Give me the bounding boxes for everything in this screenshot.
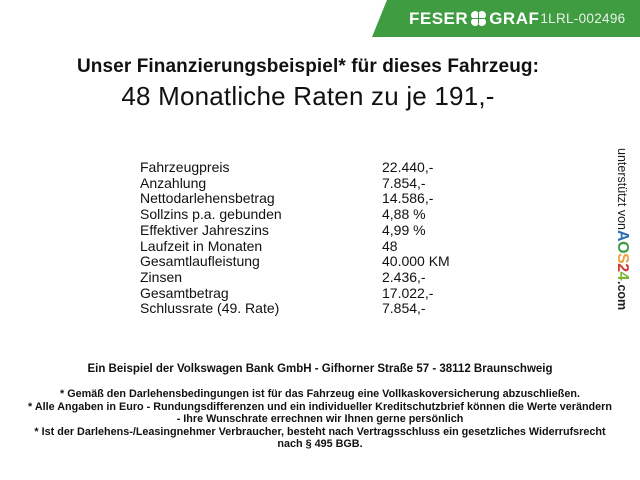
row-label: Anzahlung	[140, 174, 207, 191]
table-row: Gesamtbetrag 17.022,-	[140, 284, 450, 302]
row-value: 2.436,-	[382, 268, 426, 285]
disclaimer-block: * Gemäß den Darlehensbedingungen ist für…	[0, 388, 640, 451]
row-value: 4,99 %	[382, 221, 426, 238]
row-label: Nettodarlehensbetrag	[140, 190, 275, 207]
row-value: 22.440,-	[382, 159, 434, 175]
row-label: Sollzins p.a. gebunden	[140, 206, 282, 223]
row-label: Schlussrate (49. Rate)	[140, 300, 280, 317]
aos24-logo-letter: 4	[614, 271, 631, 280]
table-row: Schlussrate (49. Rate) 7.854,-	[140, 301, 450, 317]
dealer-logo: FESER GRAF	[409, 10, 539, 27]
table-row: Gesamtlaufleistung 40.000 KM	[140, 254, 450, 270]
table-row: Anzahlung 7.854,-	[140, 174, 450, 192]
row-label: Laufzeit in Monaten	[140, 237, 263, 254]
table-row: Effektiver Jahreszins 4,99 %	[140, 221, 450, 239]
row-label: Zinsen	[140, 268, 183, 285]
headline: Unser Finanzierungsbeispiel* für dieses …	[0, 56, 616, 112]
disclaimer-line: * Gemäß den Darlehensbedingungen ist für…	[60, 388, 580, 400]
dealer-logo-right: GRAF	[489, 9, 540, 28]
row-value: 7.854,-	[382, 300, 426, 317]
aos24-logo-letter: 2	[614, 263, 631, 272]
row-value: 4,88 %	[382, 206, 426, 223]
table-row: Fahrzeugpreis 22.440,-	[140, 159, 450, 176]
bank-info-line: Ein Beispiel der Volkswagen Bank GmbH - …	[87, 363, 553, 375]
aos24-domain-suffix: .com	[615, 281, 629, 311]
row-value: 48	[382, 237, 398, 254]
dealer-banner: FESER GRAF 1LRL-002496	[372, 0, 640, 37]
row-value: 14.586,-	[382, 190, 434, 207]
row-label: Gesamtbetrag	[140, 284, 229, 301]
supported-by-credit: unterstützt von A O S 2 4 .com	[612, 148, 632, 310]
aos24-logo-letter: S	[614, 253, 631, 264]
disclaimer-line: - Ihre Wunschrate errechnen wir Ihnen ge…	[176, 413, 464, 426]
row-label: Gesamtlaufleistung	[140, 253, 260, 270]
row-value: 17.022,-	[382, 284, 434, 301]
supported-by-text: unterstützt von	[615, 148, 629, 230]
aos24-logo-letter: A	[614, 230, 631, 242]
headline-line1: Unser Finanzierungsbeispiel* für dieses …	[76, 56, 540, 77]
headline-line2: 48 Monatliche Raten zu je 191,-	[121, 81, 495, 111]
table-row: Sollzins p.a. gebunden 4,88 %	[140, 206, 450, 223]
table-row: Nettodarlehensbetrag 14.586,-	[140, 191, 450, 207]
disclaimer-line: * Ist der Darlehens-/Leasingnehmer Verbr…	[34, 425, 606, 438]
aos24-logo-letter: O	[614, 241, 631, 254]
dealer-logo-left: FESER	[409, 9, 469, 28]
table-row: Zinsen 2.436,-	[140, 268, 450, 286]
table-row: Laufzeit in Monaten 48	[140, 237, 450, 255]
vehicle-id: 1LRL-002496	[540, 10, 626, 26]
finance-table: Fahrzeugpreis 22.440,- Anzahlung 7.854,-…	[140, 159, 450, 317]
row-value: 40.000 KM	[382, 253, 450, 270]
row-label: Fahrzeugpreis	[140, 159, 230, 175]
disclaimer-line: nach § 495 BGB.	[277, 438, 363, 451]
disclaimer-line: * Alle Angaben in Euro - Rundungsdiffere…	[28, 400, 612, 413]
row-label: Effektiver Jahreszins	[140, 221, 269, 238]
row-value: 7.854,-	[382, 174, 426, 191]
clover-icon	[471, 11, 487, 26]
